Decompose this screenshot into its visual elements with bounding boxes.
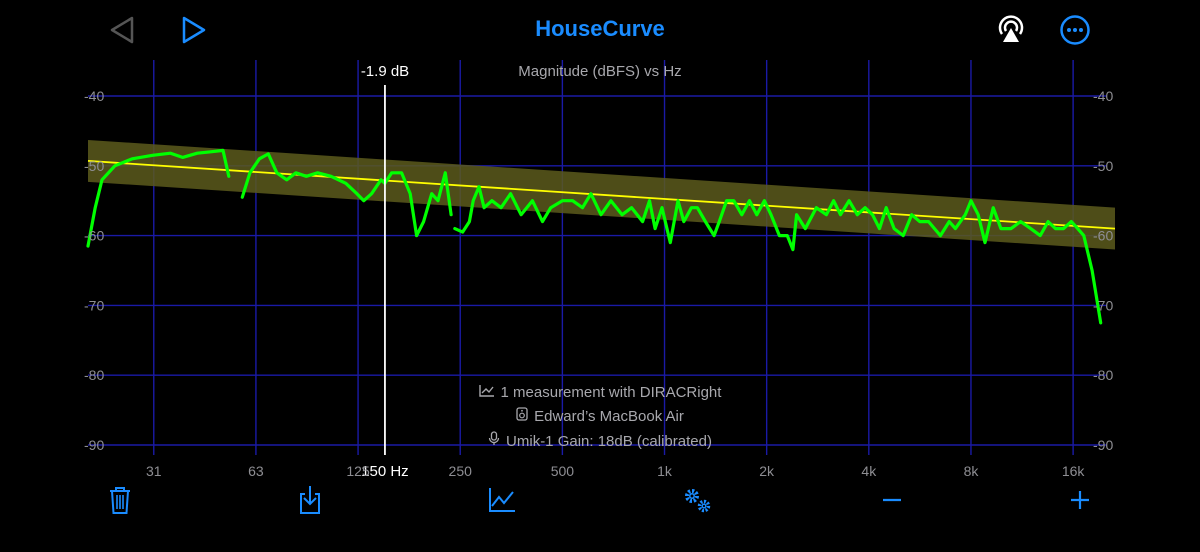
x-tick-label: 63 xyxy=(248,463,264,479)
delete-button[interactable] xyxy=(100,482,140,518)
measurement-curve xyxy=(240,152,453,238)
airplay-icon xyxy=(998,15,1024,42)
mic-label: Umik-1 Gain: 18dB (calibrated) xyxy=(506,433,712,450)
measurement-info: 1 measurement with DIRACRight xyxy=(0,384,1200,401)
microphone-icon xyxy=(488,431,500,450)
minus-icon xyxy=(883,498,901,502)
line-chart-icon xyxy=(478,384,495,401)
zoom-out-button[interactable] xyxy=(872,482,912,518)
measurement-label: 1 measurement with DIRACRight xyxy=(500,384,722,401)
chart-svg[interactable]: 150 Hz -40 -40 -50 -50 -60 -60 -70 -70 -80 -80 -90… xyxy=(0,55,1200,485)
y-tick-label-right: -70 xyxy=(1093,297,1113,313)
speaker-icon xyxy=(516,407,528,425)
zoom-in-button[interactable] xyxy=(1060,482,1100,518)
y-tick-label-right: -80 xyxy=(1093,367,1113,383)
x-tick-label: 8k xyxy=(964,463,980,479)
settings-button[interactable] xyxy=(677,482,717,518)
x-tick-label: 500 xyxy=(551,463,575,479)
airplay-button[interactable] xyxy=(991,12,1031,48)
y-tick-label-left: -60 xyxy=(84,228,104,244)
x-tick-label: 4k xyxy=(861,463,877,479)
x-tick-label: 16k xyxy=(1062,463,1086,479)
x-tick-label: 2k xyxy=(759,463,775,479)
cursor-freq-label: 150 Hz xyxy=(361,463,409,480)
import-button[interactable] xyxy=(290,482,330,518)
analyze-button[interactable] xyxy=(482,482,522,518)
import-icon xyxy=(300,486,320,514)
cursor-freq-bg xyxy=(358,459,413,481)
x-tick-label: 250 xyxy=(449,463,473,479)
target-line xyxy=(87,160,1116,230)
more-icon xyxy=(1060,15,1090,45)
y-tick-label-left: -40 xyxy=(84,88,104,104)
measurement-curve xyxy=(86,148,231,248)
play-right-icon xyxy=(182,16,206,44)
measurement-curve xyxy=(453,185,1103,325)
y-tick-label-right: -60 xyxy=(1093,228,1113,244)
device-label: Edward’s MacBook Air xyxy=(534,408,684,425)
more-button[interactable] xyxy=(1055,12,1095,48)
bottom-toolbar xyxy=(0,480,1200,520)
trash-icon xyxy=(110,487,130,514)
magnitude-chart[interactable]: 150 Hz -40 -40 -50 -50 -60 -60 -70 -70 -80 -80 -90… xyxy=(0,55,1200,485)
play-left-icon xyxy=(110,16,134,44)
y-tick-label-left: -80 xyxy=(84,367,104,383)
y-tick-label-left: -50 xyxy=(84,158,104,174)
back-button[interactable] xyxy=(102,12,142,48)
mic-info: Umik-1 Gain: 18dB (calibrated) xyxy=(0,431,1200,450)
plus-icon xyxy=(1071,491,1089,509)
x-tick-label: 31 xyxy=(146,463,162,479)
y-tick-label-left: -90 xyxy=(84,437,104,453)
forward-button[interactable] xyxy=(174,12,214,48)
y-tick-label-right: -90 xyxy=(1093,437,1113,453)
y-tick-label-right: -50 xyxy=(1093,158,1113,174)
y-tick-label-left: -70 xyxy=(84,297,104,313)
y-tick-label-right: -40 xyxy=(1093,88,1113,104)
top-bar: HouseCurve xyxy=(0,0,1200,60)
chart-title: Magnitude (dBFS) vs Hz xyxy=(518,63,681,80)
app-title: HouseCurve xyxy=(535,16,665,41)
x-tick-label: 125 xyxy=(346,463,370,479)
cursor-readout: -1.9 dB xyxy=(361,63,409,80)
x-tick-label: 1k xyxy=(657,463,673,479)
device-info: Edward’s MacBook Air xyxy=(0,407,1200,425)
settings-icon xyxy=(685,489,711,513)
analyze-icon xyxy=(489,488,515,512)
